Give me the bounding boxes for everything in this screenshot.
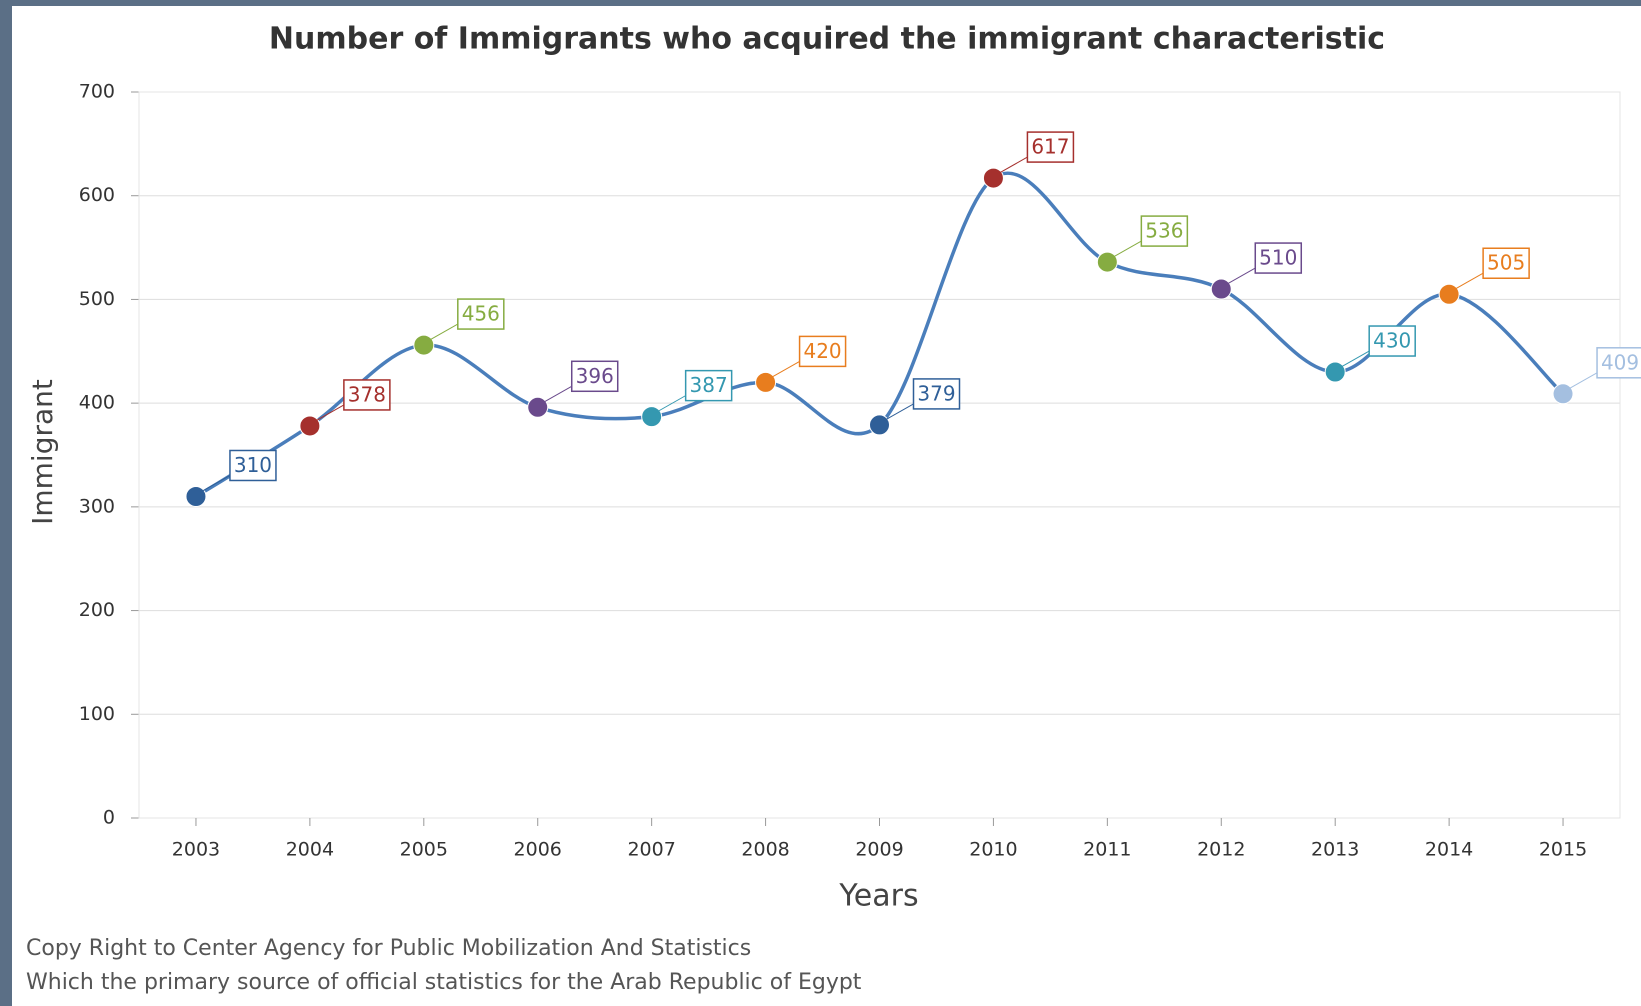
chart-title: Number of Immigrants who acquired the im…: [269, 22, 1385, 57]
data-label: 456: [462, 302, 500, 326]
x-tick-label: 2007: [627, 839, 675, 861]
x-tick-label: 2013: [1311, 839, 1359, 861]
label-box: [912, 378, 961, 410]
label-box: [343, 379, 391, 411]
point: [982, 167, 1004, 189]
point: [1096, 251, 1118, 273]
label-box: [229, 449, 277, 482]
point: [527, 396, 549, 418]
data-label: 379: [917, 381, 955, 405]
label-leader: [769, 360, 800, 379]
point: [413, 334, 435, 356]
point: [1552, 383, 1574, 405]
point: [1210, 278, 1232, 300]
label-box: [570, 360, 619, 393]
y-tick-label: 200: [79, 599, 115, 621]
label-box: [684, 369, 733, 402]
label-leader: [313, 404, 345, 423]
label-leader: [655, 395, 686, 414]
x-tick-label: 2011: [1083, 839, 1131, 861]
data-label: 310: [234, 453, 272, 477]
label-box: [1368, 325, 1416, 357]
data-label: 430: [1373, 329, 1411, 353]
x-tick-label: 2006: [514, 839, 562, 861]
label-leader: [1452, 272, 1484, 291]
label-leader: [199, 475, 231, 493]
x-tick-label: 2008: [741, 839, 789, 861]
label-leader: [997, 156, 1028, 175]
y-tick-label: 300: [79, 495, 115, 517]
data-label: 420: [803, 339, 841, 363]
data-label: 378: [348, 382, 386, 406]
label-leader: [427, 323, 459, 342]
label-box: [1482, 247, 1530, 279]
x-tick-label: 2003: [172, 839, 220, 861]
point: [869, 414, 890, 436]
data-label: 617: [1031, 135, 1069, 159]
label-leader: [1111, 240, 1142, 259]
x-tick-label: 2015: [1539, 839, 1587, 861]
point: [641, 406, 663, 428]
y-tick-label: 100: [79, 703, 115, 725]
y-tick-label: 0: [103, 807, 115, 829]
label-box: [1140, 215, 1189, 247]
panel: [12, 6, 1641, 1006]
point: [1324, 361, 1346, 383]
point: [1438, 283, 1460, 305]
point: [299, 415, 321, 437]
data-label: 387: [690, 373, 728, 397]
y-axis-label: Immigrant: [26, 379, 59, 525]
y-tick-label: 500: [79, 288, 115, 310]
label-box: [457, 298, 505, 330]
label-leader: [1225, 267, 1256, 286]
data-label: 536: [1145, 219, 1183, 243]
data-label: 396: [576, 364, 614, 388]
point: [755, 371, 777, 393]
label-leader: [1338, 350, 1370, 369]
x-tick-label: 2004: [286, 839, 334, 861]
footnote: Copy Right to Center Agency for Public M…: [26, 936, 751, 961]
label-leader: [883, 403, 914, 422]
y-tick-label: 400: [79, 392, 115, 414]
x-tick-label: 2009: [855, 839, 903, 861]
label-box: [798, 335, 847, 368]
label-leader: [541, 385, 572, 404]
x-tick-label: 2014: [1425, 839, 1473, 861]
x-axis-label: Years: [838, 879, 918, 914]
data-label: 505: [1487, 251, 1525, 275]
data-label: 510: [1259, 246, 1297, 270]
y-tick-label: 600: [79, 184, 115, 206]
label-box: [1254, 242, 1303, 274]
label-leader: [1566, 372, 1598, 391]
x-tick-label: 2010: [969, 839, 1017, 861]
label-box: [1596, 347, 1641, 379]
x-tick-label: 2005: [400, 839, 448, 861]
footnote: Which the primary source of official sta…: [26, 970, 862, 995]
label-box: [1026, 131, 1075, 163]
y-tick-label: 700: [79, 81, 115, 103]
x-tick-label: 2012: [1197, 839, 1245, 861]
data-label: 409: [1601, 350, 1639, 374]
point: [185, 485, 207, 507]
